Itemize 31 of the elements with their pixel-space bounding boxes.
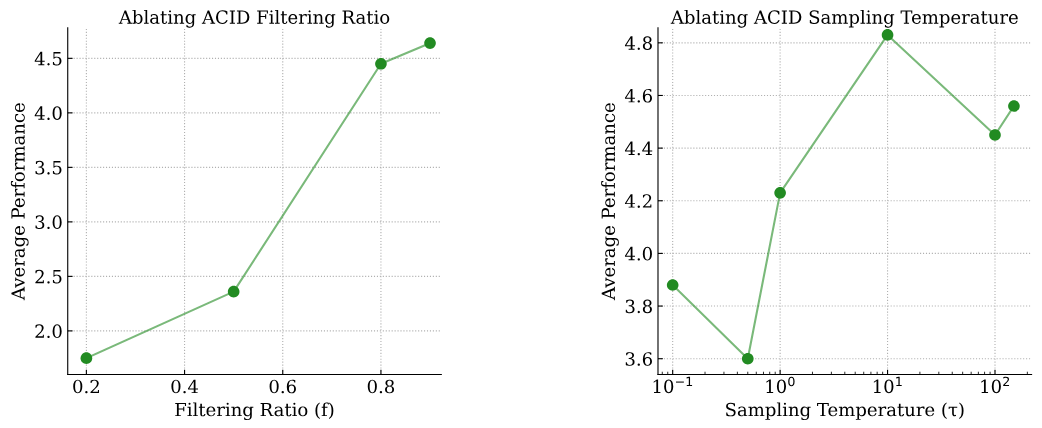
x-tick-label: 10$^{−1}$: [653, 376, 693, 394]
y-tick-label: 2.5: [35, 269, 62, 284]
point: [227, 285, 240, 298]
y-tick-label: 3.0: [35, 215, 62, 229]
point: [375, 57, 387, 70]
x-axis-title: Filtering Ratio (f): [175, 402, 334, 421]
x-tick-label: 0.6: [269, 379, 296, 394]
chart-title: Ablating ACID Sampling Temperature: [670, 9, 1018, 28]
y-axis-title: Average Performance: [601, 103, 619, 301]
y-tick-label: 4.6: [624, 88, 652, 103]
y-tick-label: 3.6: [625, 352, 652, 366]
x-tick-label: 10$^{1}$: [873, 376, 902, 394]
x-tick-label: 0.4: [171, 379, 199, 394]
point: [424, 37, 436, 49]
y-tick-label: 4.5: [34, 51, 62, 66]
y-tick-label: 3.8: [625, 299, 652, 314]
y-tick-label: 4.0: [34, 106, 62, 120]
x-tick-label: 10$^{2}$: [981, 376, 1010, 394]
x-axis-title: Sampling Temperature (τ): [726, 402, 964, 421]
y-tick-label: 4.0: [624, 246, 652, 261]
y-axis-title: Average Performance: [10, 103, 29, 301]
x-tick-label: 0.2: [73, 379, 99, 394]
y-tick-label: 4.2: [624, 194, 652, 208]
y-tick-label: 4.4: [624, 141, 653, 156]
y-tick-label: 2.0: [35, 324, 62, 339]
x-tick-label: 10$^{0}$: [766, 376, 795, 394]
chart-title: Ablating ACID Filtering Ratio: [118, 9, 390, 28]
x-tick-label: 0.8: [367, 379, 395, 394]
point: [80, 352, 93, 364]
y-tick-label: 4.8: [624, 36, 652, 50]
y-tick-label: 3.5: [35, 160, 62, 175]
